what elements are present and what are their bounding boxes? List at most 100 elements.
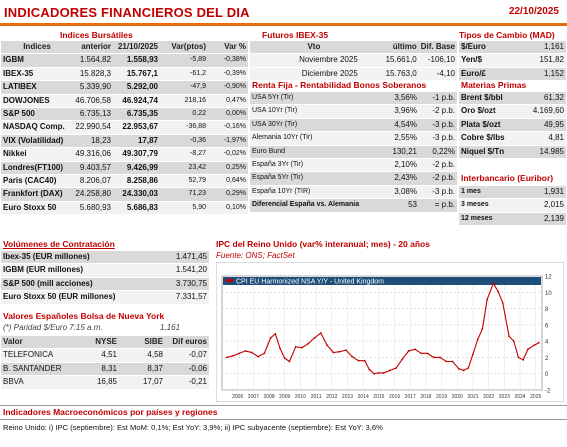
index-current: 5.686,83: [113, 201, 160, 216]
divider: [0, 405, 567, 406]
data-point: [351, 355, 354, 358]
x-tick-label: 2015: [373, 394, 384, 400]
index-prev: 49.316,06: [73, 147, 113, 162]
index-var-pct: -0,39%: [208, 67, 248, 82]
data-point: [238, 352, 241, 355]
bond-change: -2 p.b.: [419, 171, 457, 186]
data-point: [332, 351, 335, 354]
table-row: Diferencial España vs. Alemania 53 = p.b.: [250, 198, 457, 213]
futuros-table: Vto último Dif. Base Noviembre 2025 15.6…: [250, 41, 457, 82]
table-row: TELEFONICA 4,51 4,58 -0,07: [1, 348, 209, 363]
nueva-york-header-row: Valor NYSE SIBE Dif euros: [1, 336, 209, 350]
volumenes-table: Ibex-35 (EUR millones) 1.471,45 IGBM (EUR …: [1, 251, 209, 305]
data-point: [445, 360, 448, 363]
stock-name: TELEFONICA: [1, 348, 73, 363]
data-point: [439, 356, 441, 359]
index-current: 49.307,79: [113, 147, 160, 162]
volume-value: 1.471,45: [159, 251, 209, 265]
index-var-ptos: -0,36: [160, 134, 208, 149]
table-row: Yen/$ 151,82: [459, 53, 566, 68]
index-var-pct: 0,64%: [208, 174, 248, 189]
stock-sibe: 17,07: [119, 375, 165, 390]
index-current: 24.330,03: [113, 187, 160, 202]
table-row: Nikkei 49.316,06 49.307,79 -8,27 -0,02%: [1, 147, 248, 162]
index-current: 8.258,86: [113, 174, 160, 189]
data-point: [288, 360, 291, 363]
cambio-table: $/Euro 1,161 Yen/$ 151,82 Euro/£ 1,152: [459, 41, 566, 82]
bond-value: 2,43%: [378, 171, 419, 186]
data-point: [313, 336, 316, 339]
stock-nyse: 4,51: [73, 348, 119, 363]
fx-value: 1,161: [511, 41, 566, 55]
data-point: [401, 358, 404, 360]
table-row: IGBM 1.564,82 1.558,93 -5,89 -0,38%: [1, 53, 248, 68]
index-prev: 24.258,80: [73, 187, 113, 202]
bond-change: -3 p.b.: [419, 131, 457, 146]
data-point: [377, 372, 380, 374]
euribor-title: Interbancario (Euribor): [461, 173, 554, 183]
table-row: Euro Stoxx 50 5.680,93 5.686,83 5,90 0,10%: [1, 201, 248, 216]
y-tick-label: 8: [545, 307, 549, 313]
index-var-ptos: 23,42: [160, 161, 208, 176]
y-tick-label: 10: [545, 291, 552, 297]
commodity-name: Niquel $/Tn: [459, 145, 511, 160]
bond-change: -1 p.b.: [419, 92, 457, 106]
table-row: USA 30Yr (Tir) 4,54% -3 p.b.: [250, 118, 457, 133]
index-current: 6.735,35: [113, 107, 160, 122]
macro-text: Reino Unido: i) IPC (septiembre): Est Mo…: [3, 423, 383, 432]
commodity-value: 61,32: [511, 92, 566, 106]
x-tick-label: 2025: [530, 394, 541, 400]
futuros-header-row: Vto último Dif. Base: [250, 41, 457, 55]
col-fecha: 21/10/2025: [113, 41, 160, 55]
data-point: [388, 369, 391, 372]
table-row: Euro Bund 130,21 0,22%: [250, 145, 457, 160]
stock-name: BBVA: [1, 375, 73, 390]
data-point: [537, 341, 540, 344]
col-anterior: anterior: [73, 41, 113, 55]
y-tick-label: -2: [545, 389, 551, 395]
euribor-table: 1 mes 1,931 3 meses 2,015 12 meses 2,139: [459, 186, 566, 227]
table-row: Brent $/bbl 61,32: [459, 92, 566, 106]
index-var-pct: -0,38%: [208, 53, 248, 68]
table-row: USA 10Yr (Tir) 3,96% -2 p.b.: [250, 104, 457, 119]
fx-name: Euro/£: [459, 67, 511, 82]
index-var-ptos: -8,27: [160, 147, 208, 162]
nueva-york-title: Valores Españoles Bolsa de Nueva York: [3, 311, 165, 321]
futuros-title: Futuros IBEX-35: [262, 30, 329, 40]
y-tick-label: 12: [545, 275, 552, 281]
paridad-note: (*) Paridad $/Euro 7:15 a.m.: [3, 323, 103, 332]
table-row: España 10Yr (TIR) 3,08% -3 p.b.: [250, 185, 457, 200]
table-row: Noviembre 2025 15.661,0 -106,10: [250, 53, 457, 68]
cambio-title: Tipos de Cambio (MAD): [459, 30, 555, 40]
index-name: Londres(FT100): [1, 161, 73, 176]
col-var-pct: Var %: [208, 41, 248, 55]
x-tick-label: 2023: [499, 394, 510, 400]
table-row: NASDAQ Comp. 22.990,54 22.953,67 -36,88 -0,1…: [1, 120, 248, 135]
volume-value: 7.331,57: [159, 290, 209, 305]
table-row: BBVA 16,85 17,07 -0,21: [1, 375, 209, 390]
data-point: [279, 347, 281, 350]
index-var-ptos: -47,9: [160, 80, 208, 95]
x-tick-label: 2008: [263, 394, 274, 400]
x-tick-label: 2024: [514, 394, 525, 400]
index-current: 1.558,93: [113, 53, 160, 68]
index-prev: 15.828,3: [73, 67, 113, 82]
table-row: Cobre $/lbs 4,81: [459, 131, 566, 146]
data-point: [373, 372, 376, 375]
data-point: [522, 358, 525, 361]
data-point: [512, 340, 515, 343]
renta-fija-table: USA 5Yr (Tir) 3,56% -1 p.b. USA 10Yr (Tir) 3…: [250, 92, 457, 213]
data-point: [283, 357, 286, 360]
stock-dif: -0,21: [165, 375, 209, 390]
data-point: [368, 368, 371, 371]
data-point: [492, 282, 495, 285]
stock-dif: -0,06: [165, 362, 209, 377]
euribor-term: 3 meses: [459, 198, 511, 213]
index-var-pct: -0,90%: [208, 80, 248, 95]
col-vto: Vto: [250, 41, 378, 55]
data-point: [382, 372, 385, 374]
x-tick-label: 2006: [232, 394, 243, 400]
x-tick-label: 2014: [358, 394, 369, 400]
data-point: [326, 344, 328, 347]
col-sibe: SIBE: [119, 336, 165, 350]
